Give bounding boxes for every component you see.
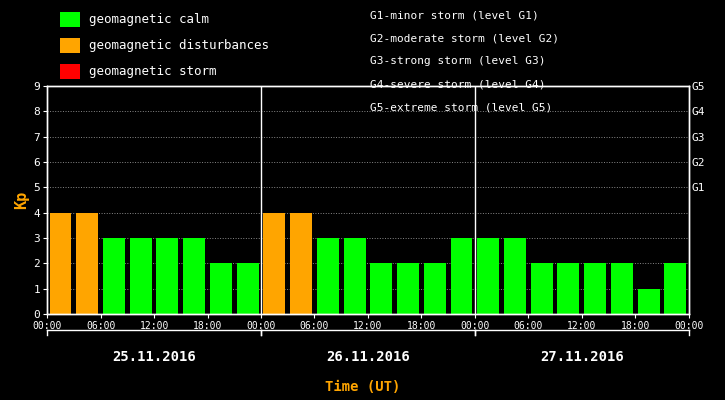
- Bar: [103, 238, 125, 314]
- Bar: [638, 289, 660, 314]
- Bar: [210, 263, 232, 314]
- Bar: [290, 213, 312, 314]
- Bar: [49, 213, 72, 314]
- Bar: [130, 238, 152, 314]
- Bar: [477, 238, 500, 314]
- Bar: [558, 263, 579, 314]
- Text: G5-extreme storm (level G5): G5-extreme storm (level G5): [370, 103, 552, 113]
- Text: geomagnetic disturbances: geomagnetic disturbances: [89, 39, 269, 52]
- Text: geomagnetic calm: geomagnetic calm: [89, 13, 210, 26]
- Text: G1-minor storm (level G1): G1-minor storm (level G1): [370, 10, 539, 20]
- Bar: [263, 213, 286, 314]
- Bar: [450, 238, 473, 314]
- Text: G3-strong storm (level G3): G3-strong storm (level G3): [370, 56, 545, 66]
- Bar: [157, 238, 178, 314]
- Bar: [504, 238, 526, 314]
- Text: G4-severe storm (level G4): G4-severe storm (level G4): [370, 80, 545, 90]
- Text: Time (UT): Time (UT): [325, 380, 400, 394]
- Text: 27.11.2016: 27.11.2016: [540, 350, 624, 364]
- Text: 25.11.2016: 25.11.2016: [112, 350, 196, 364]
- Bar: [183, 238, 205, 314]
- Bar: [317, 238, 339, 314]
- Bar: [397, 263, 419, 314]
- Text: 26.11.2016: 26.11.2016: [326, 350, 410, 364]
- Bar: [584, 263, 606, 314]
- Bar: [424, 263, 446, 314]
- Y-axis label: Kp: Kp: [14, 191, 29, 209]
- Bar: [344, 238, 365, 314]
- Bar: [531, 263, 552, 314]
- Bar: [611, 263, 633, 314]
- Text: geomagnetic storm: geomagnetic storm: [89, 65, 217, 78]
- Bar: [370, 263, 392, 314]
- Bar: [664, 263, 687, 314]
- Bar: [236, 263, 259, 314]
- Bar: [76, 213, 98, 314]
- Text: G2-moderate storm (level G2): G2-moderate storm (level G2): [370, 33, 559, 43]
